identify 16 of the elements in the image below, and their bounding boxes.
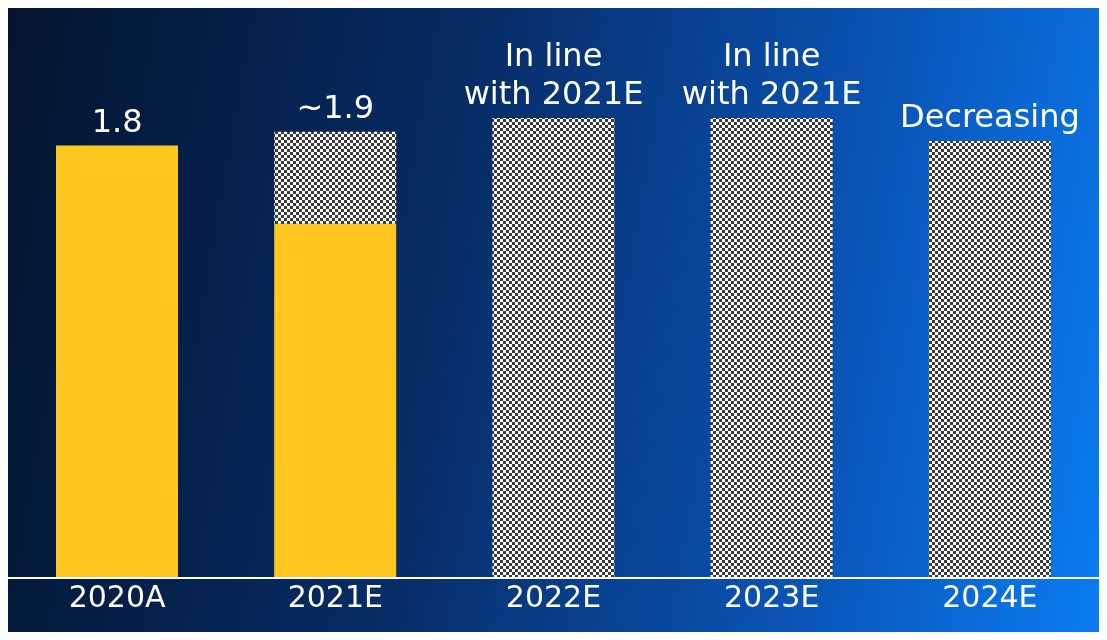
- annotation: Decreasing: [899, 97, 1080, 135]
- x-tick-label: 2023E: [724, 579, 820, 615]
- x-tick-label: 2024E: [942, 579, 1038, 615]
- bar: [274, 131, 397, 224]
- annotation: ~1.9: [296, 87, 375, 126]
- bar: [928, 141, 1051, 578]
- bar: [274, 223, 397, 578]
- bar: [710, 118, 833, 578]
- bar: [56, 145, 178, 578]
- annotation: In line with 2021E: [681, 36, 862, 112]
- x-tick-label: 2021E: [287, 579, 383, 615]
- annotation: In line with 2021E: [463, 36, 644, 112]
- x-tick-label: 2022E: [505, 579, 602, 615]
- annotation: 1.8: [91, 101, 143, 140]
- x-tick-label: 2020A: [68, 579, 167, 615]
- bar: [492, 118, 615, 578]
